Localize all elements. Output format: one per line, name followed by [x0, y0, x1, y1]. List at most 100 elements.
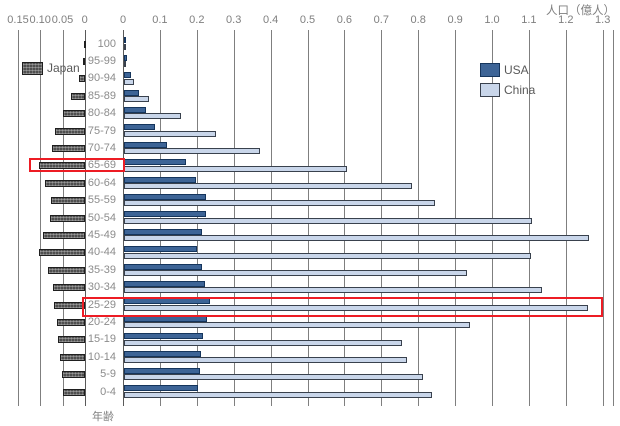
axis-tick-label: 1.2 — [558, 14, 574, 26]
japan-bar — [50, 214, 85, 222]
japan-bar — [52, 144, 85, 152]
age-group-label: 35-39 — [87, 263, 116, 276]
japan-bar — [83, 40, 86, 48]
age-group-label: 65-69 — [87, 159, 116, 172]
china-bar — [123, 269, 467, 277]
grid-line — [18, 30, 19, 406]
china-bar — [123, 43, 126, 50]
grid-line — [565, 30, 567, 406]
japan-bar — [61, 371, 85, 379]
japan-legend-swatch — [22, 62, 43, 75]
age-group-label: 10-14 — [87, 350, 116, 363]
japan-bar — [55, 127, 85, 135]
age-group-label: 45-49 — [87, 228, 116, 241]
japan-bar — [58, 336, 85, 344]
grid-line — [613, 30, 614, 406]
china-legend-label: China — [504, 83, 536, 97]
age-group-label: 15-19 — [87, 333, 116, 346]
usa-bar — [123, 159, 187, 166]
usa-bar — [123, 176, 197, 183]
axis-tick-label: 0.9 — [447, 14, 463, 26]
age-group-label: 75-79 — [87, 124, 116, 137]
usa-bar — [123, 89, 140, 96]
japan-bar — [45, 179, 85, 187]
china-bar — [123, 339, 403, 346]
usa-bar — [123, 141, 167, 148]
age-group-label: 80-84 — [87, 107, 116, 120]
japan-bar — [50, 197, 85, 205]
japan-bar — [54, 301, 85, 309]
axis-tick-label: 0 — [81, 14, 88, 26]
axis-tick-label: 1.0 — [484, 14, 500, 26]
china-bar — [123, 322, 471, 329]
usa-bar — [123, 54, 127, 61]
usa-bar — [123, 263, 202, 270]
japan-legend-label: Japan — [47, 61, 80, 75]
china-bar — [123, 252, 531, 259]
japan-bar — [71, 92, 85, 100]
age-group-label: 5-9 — [100, 368, 116, 381]
china-bar — [123, 148, 260, 155]
usa-bar — [123, 228, 202, 235]
japan-bar — [47, 266, 85, 274]
age-group-label: 0-4 — [100, 385, 116, 398]
axis-tick-label: 0.8 — [410, 14, 426, 26]
usa-bar — [123, 367, 200, 375]
usa-bar — [123, 333, 203, 340]
japan-bar — [52, 284, 85, 292]
japan-bar — [62, 388, 85, 396]
axis-tick-label: 0.10 — [29, 14, 51, 26]
usa-bar — [123, 72, 132, 79]
japan-bar — [78, 75, 85, 83]
axis-tick-label: 0.05 — [51, 14, 74, 26]
usa-bar — [123, 246, 197, 253]
grid-line — [84, 30, 86, 406]
usa-bar — [123, 280, 205, 288]
age-group-label: 85-89 — [87, 89, 116, 102]
china-bar — [123, 130, 216, 137]
usa-bar — [123, 106, 146, 114]
china-bar — [123, 113, 182, 120]
axis-tick-label: 0.7 — [373, 14, 389, 26]
age-group-label: 70-74 — [87, 141, 116, 154]
highlight-box-left-65-69 — [29, 157, 125, 173]
china-bar — [123, 182, 413, 190]
china-bar — [123, 235, 589, 242]
age-group-label: 25-29 — [87, 298, 116, 311]
age-group-label: 55-59 — [87, 194, 116, 207]
usa-legend-swatch — [480, 63, 500, 77]
chart-title: 人口（億人） — [546, 5, 615, 17]
axis-tick-label: 0.3 — [226, 14, 242, 26]
china-bar — [123, 287, 543, 294]
japan-bar — [57, 318, 85, 326]
axis-tick-label: 0.15 — [7, 14, 29, 26]
usa-bar — [123, 315, 207, 322]
age-group-label: 60-64 — [87, 176, 116, 189]
age-group-label: 100 — [97, 37, 116, 50]
china-bar — [123, 165, 348, 172]
usa-bar — [123, 211, 206, 218]
age-group-label: 95-99 — [87, 54, 116, 67]
axis-tick-label: 0.5 — [299, 14, 316, 26]
age-group-label: 50-54 — [87, 211, 116, 224]
usa-legend-label: USA — [504, 63, 529, 77]
age-group-label: 90-94 — [87, 72, 116, 85]
china-bar — [123, 304, 589, 311]
axis-tick-label: 0.1 — [152, 14, 168, 26]
age-axis-label: 年齢 — [92, 411, 114, 423]
axis-tick-label: 0.2 — [189, 14, 205, 26]
japan-bar — [59, 353, 85, 361]
japan-bar — [82, 57, 85, 65]
usa-bar — [123, 37, 126, 44]
age-group-label: 20-24 — [87, 315, 116, 328]
china-legend-swatch — [480, 83, 500, 97]
china-bar — [123, 200, 436, 207]
usa-bar — [123, 350, 201, 357]
japan-bar — [42, 231, 85, 239]
china-bar — [123, 374, 424, 381]
axis-tick-label: 1.3 — [595, 14, 611, 26]
axis-tick-label: 1.1 — [521, 14, 537, 26]
usa-bar — [123, 385, 198, 392]
japan-bar — [63, 110, 85, 118]
